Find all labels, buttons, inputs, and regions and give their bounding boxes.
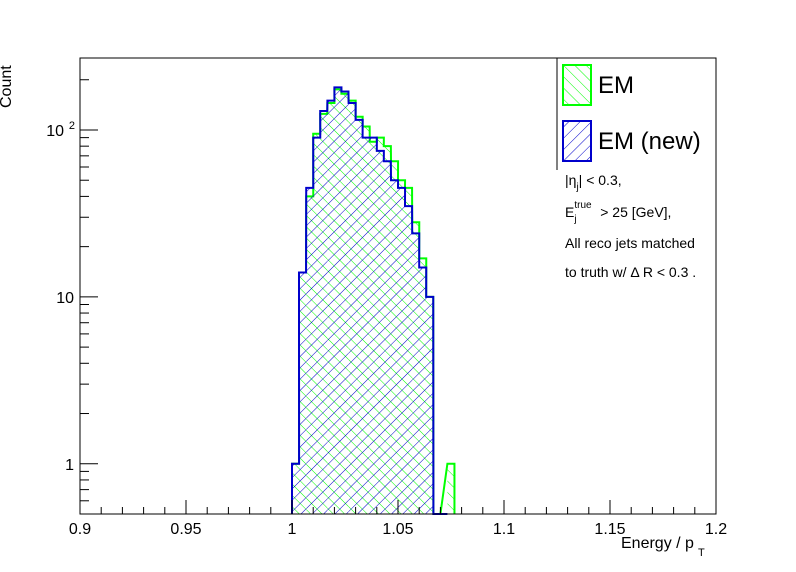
x-axis-title: Energy / pT [621,535,705,559]
outline-em-new [291,86,448,515]
y-tick-label-2: 10 [46,123,64,140]
x-tick-label-0: 0.9 [69,521,91,538]
bar-em-new-4 [320,110,328,515]
annotation-matched: All reco jets matched [565,235,695,251]
bar-em-new-11 [369,137,377,514]
bar-em-new-5 [327,100,335,515]
annotation-energy-sup: true [574,200,592,211]
plot-area [291,86,456,515]
bar-em-new-13 [383,161,391,514]
bar-em-new-19 [426,296,434,514]
bar-em-new-3 [313,137,321,514]
annotation-eta-sub: j [576,182,579,193]
x-tick-label-4: 1.1 [493,521,515,538]
bar-em-new-16 [404,206,413,514]
annotation-energy-sub: j [574,214,577,225]
bar-em-new-7 [341,91,349,514]
y-tick-label-0: 1 [65,457,74,474]
bar-em-new-9 [355,119,363,514]
x-tick-label-1: 0.95 [170,521,201,538]
x-tick-label-6: 1.2 [705,521,727,538]
x-tick-label-5: 1.15 [594,521,625,538]
annotation-eta: |ηj| < 0.3, [565,172,622,193]
bar-em-new-12 [376,150,384,514]
legend [556,58,592,170]
annotation-energy-rest: > 25 [GeV], [596,204,672,220]
bar-em-new-0 [292,463,300,514]
bar-em-new-2 [306,187,314,514]
y-tick-label-1: 10 [56,290,74,307]
annotation-energy-main: E [565,204,575,220]
bar-em-new-6 [334,87,342,515]
annotation-eta-main: |η [565,172,577,188]
bar-em-new-15 [398,187,406,514]
legend-label-em-new: EM (new) [598,128,701,155]
bar-em-new-17 [412,233,420,514]
outline-em [291,88,456,515]
bar-em-new-8 [348,103,356,514]
annotation-truth: to truth w/ Δ R < 0.3 . [565,264,697,280]
bar-em-new-18 [419,267,427,514]
x-axis-title-main: Energy / p [621,535,694,552]
axes: 0.9 0.95 1 1.05 1.1 1.15 1.2 1 10 10 2 [46,57,727,538]
annotation-eta-rest: | < 0.3, [578,172,622,188]
legend-swatch-em [562,64,592,106]
bar-em-new-1 [298,272,307,514]
bar-em-22 [447,463,455,514]
x-tick-label-3: 1.05 [382,521,413,538]
legend-swatch-em-new [562,120,592,162]
bar-em-new-14 [391,180,399,514]
y-axis-title: Count [0,65,15,108]
x-axis-title-sub: T [697,547,705,559]
y-tick-label-sup-2: 2 [69,120,75,132]
x-tick-label-2: 1 [288,521,297,538]
bar-em-new-10 [362,137,370,514]
legend-label-em: EM [598,72,634,99]
